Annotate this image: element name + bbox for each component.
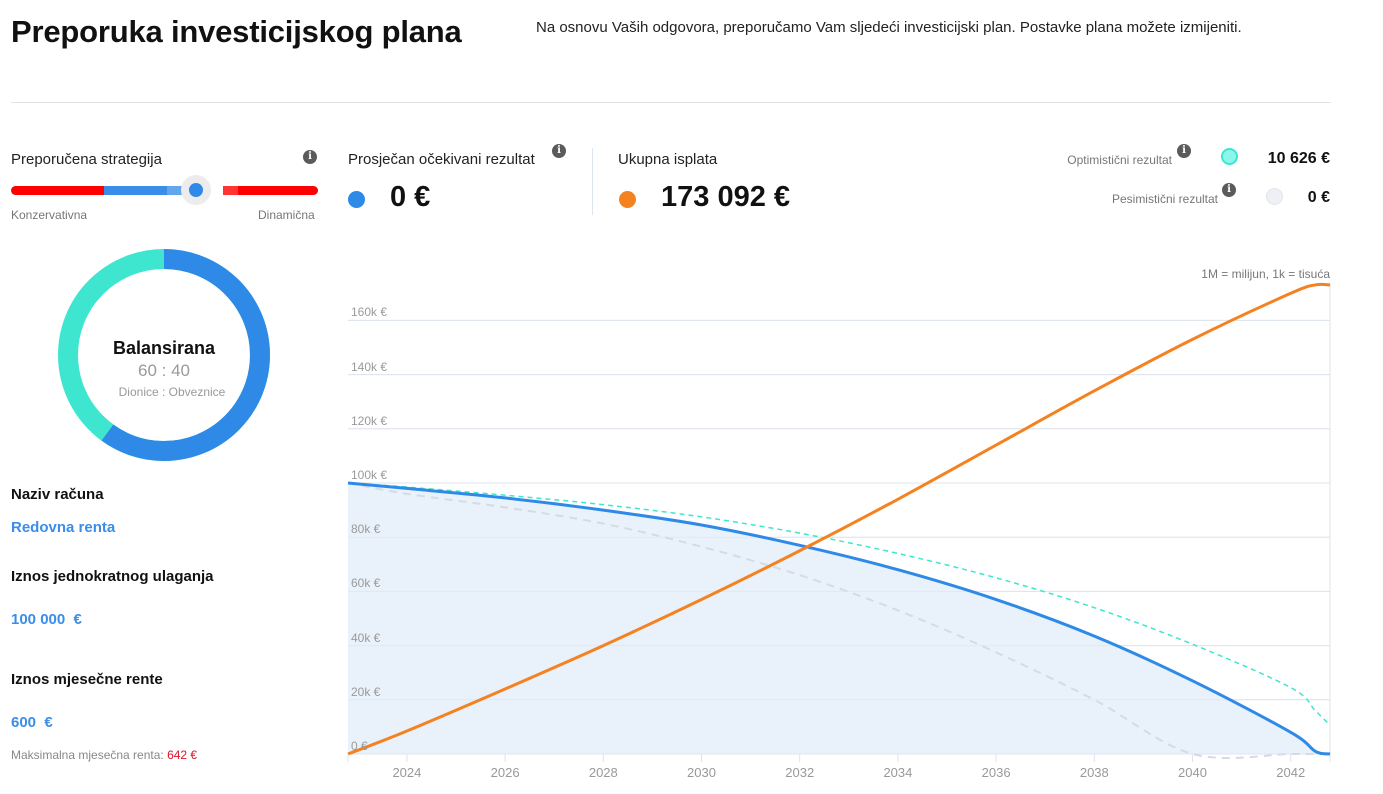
- expected-result-line: [347, 481, 1331, 756]
- monthly-rent-value[interactable]: 600 €: [11, 714, 53, 731]
- account-name-value[interactable]: Redovna renta: [11, 519, 116, 536]
- pessimistic-toggle[interactable]: [1266, 188, 1283, 205]
- slider-max-label: Dinamična: [258, 208, 315, 222]
- metric-separator: [592, 148, 593, 215]
- donut-ratio: 60 : 40: [138, 361, 190, 380]
- info-icon[interactable]: i: [552, 144, 566, 158]
- lump-sum-label: Iznos jednokratnog ulaganja: [11, 568, 214, 585]
- y-tick-label: 120k €: [351, 413, 388, 428]
- x-tick-label: 2030: [687, 765, 716, 780]
- donut-caption: Dionice : Obveznice: [118, 385, 226, 399]
- strategy-slider[interactable]: [11, 175, 318, 205]
- allocation-donut-chart: [58, 249, 270, 461]
- strategy-label: Preporučena strategija: [11, 151, 162, 168]
- slider-track-dynamic: [238, 186, 318, 195]
- optimistic-result-label: Optimistični rezultat: [1067, 153, 1172, 167]
- page-description: Na osnovu Vaših odgovora, preporučamo Va…: [536, 19, 1242, 36]
- x-tick-label: 2034: [883, 765, 913, 780]
- x-tick-label: 2038: [1079, 765, 1109, 780]
- total-payout-line: [347, 282, 1331, 756]
- slider-track-conservative: [11, 186, 104, 195]
- info-icon[interactable]: i: [303, 150, 317, 164]
- lump-sum-value[interactable]: 100 000 €: [11, 611, 82, 628]
- x-tick-label: 2028: [588, 765, 618, 780]
- expected-result-label: Prosječan očekivani rezultat: [348, 151, 535, 168]
- pessimistic-line: [347, 482, 1330, 759]
- optimistic-toggle[interactable]: [1221, 148, 1238, 165]
- y-tick-label: 60k €: [351, 576, 381, 591]
- expected-result-dot: [348, 191, 365, 208]
- x-tick-label: 2040: [1178, 765, 1207, 780]
- x-tick-label: 2026: [490, 765, 520, 780]
- slider-track-fill: [104, 186, 167, 195]
- expected-result-area: [348, 483, 1330, 754]
- x-tick-label: 2042: [1276, 765, 1306, 780]
- chart-units-note: 1M = milijun, 1k = tisuća: [1201, 267, 1330, 281]
- total-payout-value: 173 092 €: [661, 181, 791, 213]
- optimistic-line: [347, 482, 1331, 726]
- y-tick-label: 140k €: [351, 359, 388, 374]
- y-tick-label: 100k €: [351, 468, 388, 482]
- header-divider: [11, 102, 1331, 103]
- y-tick-label: 20k €: [351, 684, 381, 699]
- max-rent-label: Maksimalna mjesečna renta:: [11, 748, 164, 762]
- slider-thumb[interactable]: [189, 183, 203, 197]
- monthly-rent-label: Iznos mjesečne rente: [11, 671, 163, 688]
- total-payout-label: Ukupna isplata: [618, 151, 718, 168]
- y-tick-label: 80k €: [351, 522, 381, 537]
- optimistic-result-value: 10 626 €: [1267, 150, 1330, 167]
- y-tick-label: 40k €: [351, 630, 381, 645]
- slider-track-dynamic-light: [223, 186, 238, 195]
- total-payout-dot: [619, 191, 636, 208]
- account-name-label: Naziv računa: [11, 486, 104, 503]
- x-tick-label: 2024: [392, 765, 422, 780]
- slider-track-fill-light: [167, 186, 183, 195]
- expected-result-value: 0 €: [390, 181, 431, 213]
- donut-segment-stocks: [58, 249, 270, 461]
- x-tick-label: 2036: [981, 765, 1011, 780]
- max-rent-note: Maksimalna mjesečna renta: 642 €: [11, 748, 197, 762]
- y-tick-label: 160k €: [351, 305, 388, 320]
- slider-min-label: Konzervativna: [11, 208, 88, 222]
- pessimistic-result-label: Pesimistični rezultat: [1111, 192, 1218, 206]
- max-rent-value: 642 €: [167, 748, 198, 762]
- info-icon[interactable]: i: [1177, 144, 1191, 158]
- x-tick-label: 2032: [785, 765, 815, 780]
- y-tick-label: 0 €: [351, 739, 368, 753]
- pessimistic-result-value: 0 €: [1307, 189, 1330, 206]
- page-title: Preporuka investicijskog plana: [11, 14, 462, 49]
- donut-title: Balansirana: [112, 338, 216, 358]
- info-icon[interactable]: i: [1222, 183, 1236, 197]
